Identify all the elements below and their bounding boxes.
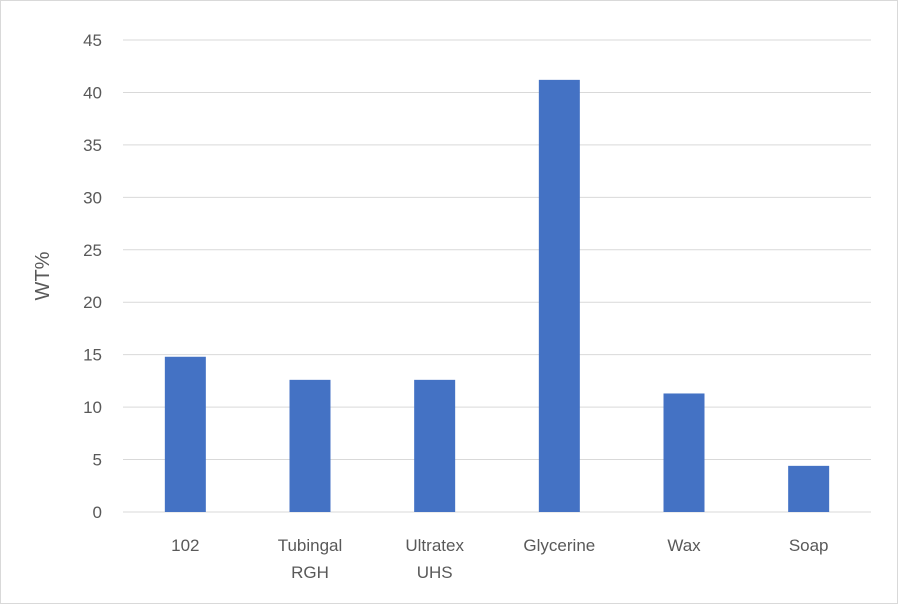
y-tick-label: 45 [83,31,102,50]
bar [788,465,830,512]
x-tick-label-line: Wax [667,536,701,555]
y-tick-label: 0 [93,503,102,522]
x-tick-label: Ultratex UHS [405,536,464,582]
gridlines [123,39,871,513]
x-tick-label: Wax [667,536,701,555]
y-axis-label: WT% [32,251,54,300]
x-tick-label: 102 [171,536,199,555]
y-tick-label: 5 [93,451,102,470]
bar [538,79,580,512]
x-tick-label-line: Tubingal [278,536,343,555]
y-tick-label: 30 [83,188,102,207]
x-tick-label-line: Glycerine [523,536,595,555]
bar [289,379,331,512]
y-tick-label: 20 [83,293,102,312]
y-tick-label: 10 [83,398,102,417]
y-tick-label: 25 [83,241,102,260]
x-tick-label-line: RGH [291,563,329,582]
x-tick-label: Glycerine [523,536,595,555]
x-tick-label: Tubingal RGH [278,536,343,582]
bars [164,79,830,512]
x-tick-label-line: Soap [789,536,829,555]
bar [663,393,705,512]
y-tick-label: 40 [83,83,102,102]
y-axis-ticks: 0 5 10 15 20 25 30 35 40 45 [83,31,102,522]
x-axis-ticks: 102 Tubingal RGH Ultratex UHS Glycerine Wax Soa… [171,536,828,582]
bar [414,379,456,512]
x-tick-label-line: 102 [171,536,199,555]
x-tick-label-line: UHS [417,563,453,582]
x-tick-label-line: Ultratex [405,536,464,555]
bar [164,356,206,512]
y-tick-label: 35 [83,136,102,155]
y-tick-label: 15 [83,346,102,365]
x-tick-label: Soap [789,536,829,555]
